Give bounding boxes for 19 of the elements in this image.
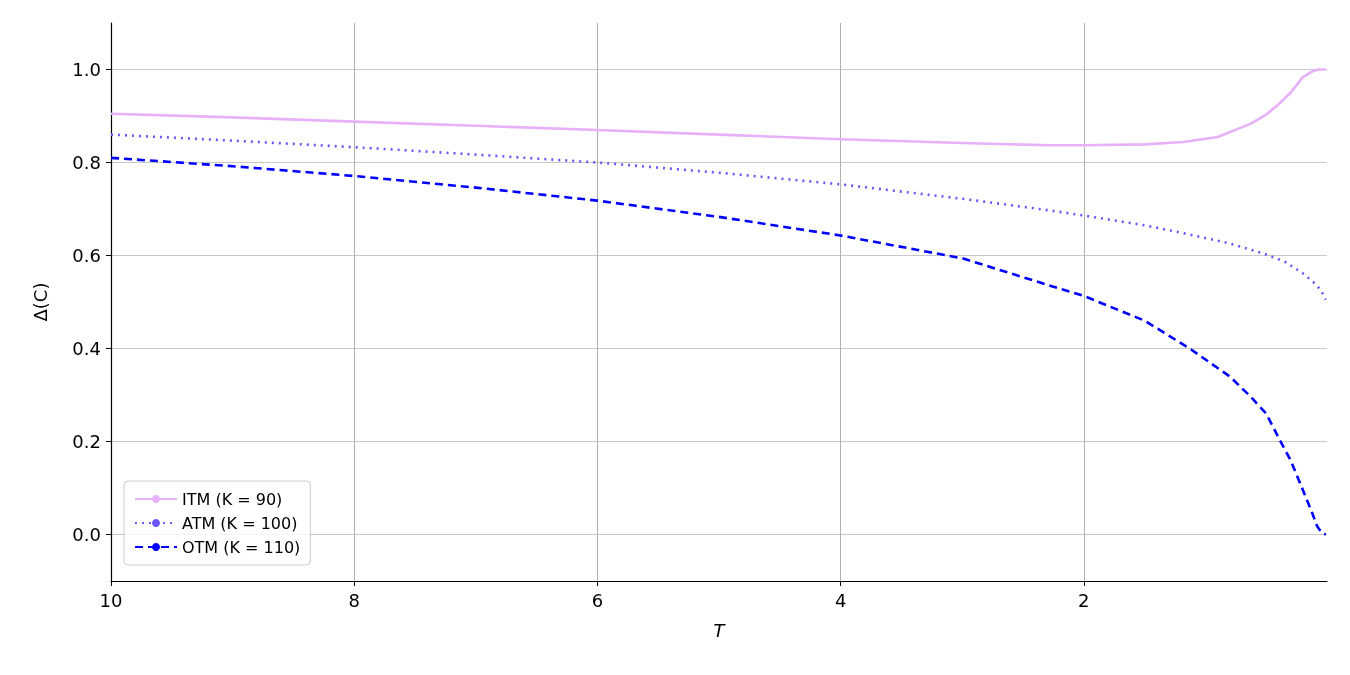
y-tick-label: 0.0 [72,524,101,545]
legend-label: ATM (K = 100) [182,513,298,533]
line-series [109,156,1328,536]
legend-label: OTM (K = 110) [182,537,301,557]
x-tick-label: 8 [348,589,360,611]
x-tick-label: 10 [99,589,123,611]
y-tick-label: 1.0 [72,59,101,80]
y-tick-label: 0.6 [72,245,101,266]
line-series [109,68,1328,147]
line-series [109,133,1328,301]
x-tick-label: 2 [1078,589,1090,611]
legend-label: ITM (K = 90) [182,489,283,509]
x-tick-label: 6 [591,589,604,611]
y-tick-label: 0.8 [72,152,101,173]
x-tick-label: 4 [834,589,847,611]
x-axis-title: T [713,619,727,641]
y-tick-label: 0.2 [72,431,101,452]
y-tick-label: 0.4 [72,338,101,359]
y-axis-title: Δ(C) [29,282,51,322]
